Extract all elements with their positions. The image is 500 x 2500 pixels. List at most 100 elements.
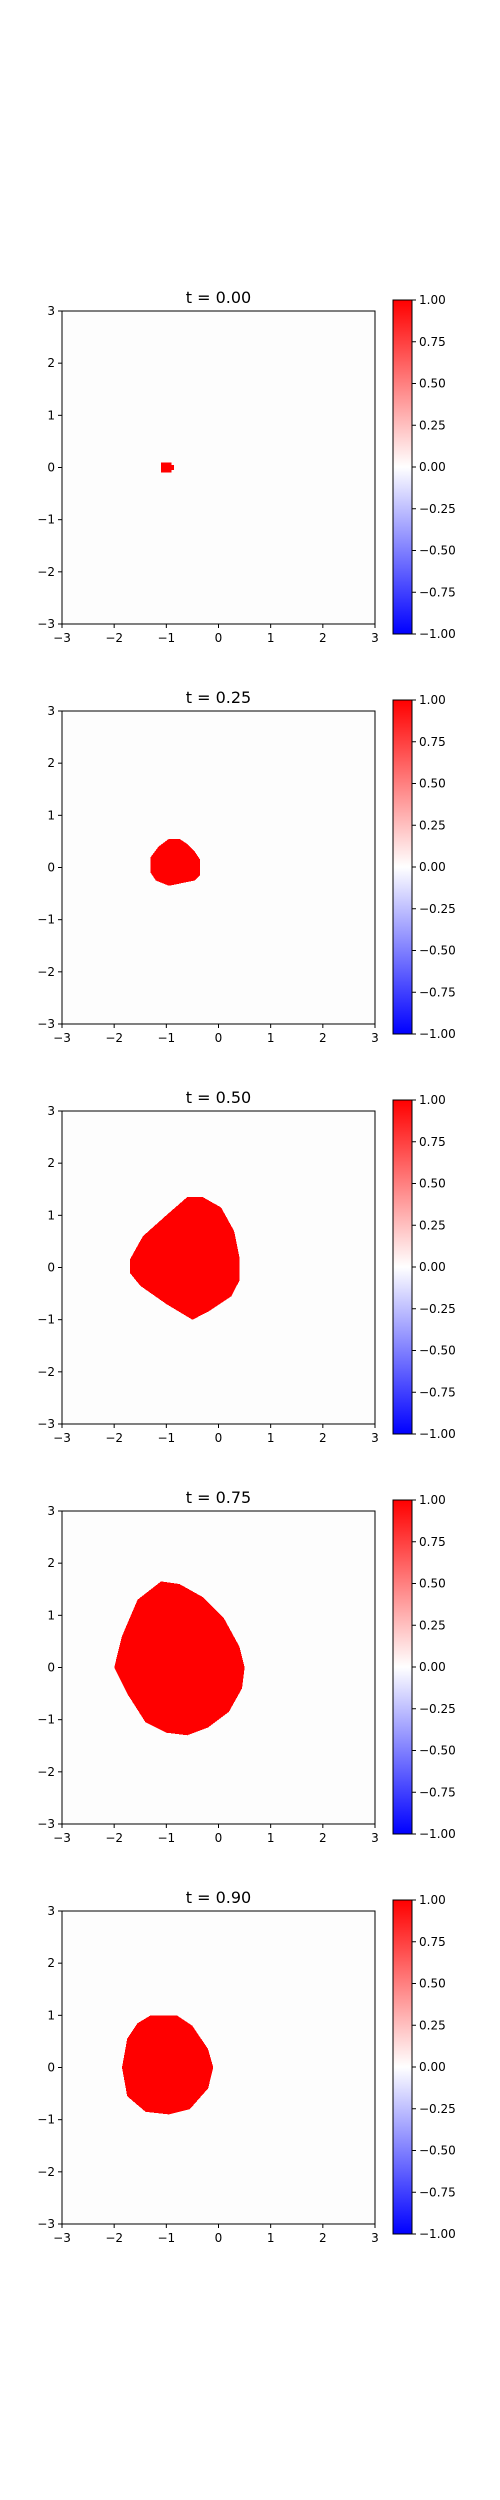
- colorbar-tick-label: −0.50: [419, 1344, 456, 1358]
- colorbar-tick-label: 0.25: [419, 1618, 446, 1632]
- y-tick-label: −1: [37, 913, 55, 927]
- y-tick-label: −3: [37, 1417, 55, 1431]
- plot-area: [62, 711, 375, 1024]
- y-tick-label: 2: [47, 756, 55, 770]
- colorbar-tick-label: 0.00: [419, 1660, 446, 1674]
- colorbar-tick-label: 0.50: [419, 1177, 446, 1191]
- panel-title: t = 0.25: [186, 688, 251, 707]
- colorbar-tick-label: −0.50: [419, 1744, 456, 1758]
- colorbar-tick-label: −1.00: [419, 2227, 456, 2241]
- colorbar-tick-label: −0.75: [419, 1785, 456, 1799]
- y-tick-label: 2: [47, 356, 55, 370]
- x-tick-label: 1: [267, 2231, 275, 2245]
- panel-title: t = 0.90: [186, 1888, 251, 1907]
- colorbar-tick-label: −1.00: [419, 1427, 456, 1441]
- y-tick-label: 1: [47, 1608, 55, 1622]
- x-tick-label: 0: [215, 2231, 223, 2245]
- colorbar-tick-label: 0.25: [419, 418, 446, 432]
- colorbar-tick-label: −0.25: [419, 502, 456, 516]
- colorbar-tick-label: −0.50: [419, 2144, 456, 2158]
- y-tick-label: −3: [37, 617, 55, 631]
- colorbar-tick-label: 1.00: [419, 1093, 446, 1107]
- x-tick-label: −1: [157, 1431, 175, 1445]
- y-tick-label: −2: [37, 565, 55, 579]
- y-tick-label: −2: [37, 965, 55, 979]
- colorbar-tick-label: 0.00: [419, 860, 446, 874]
- y-tick-label: 0: [47, 2061, 55, 2075]
- colorbar-tick-label: −0.25: [419, 902, 456, 916]
- colorbar-tick-label: −0.25: [419, 1702, 456, 1716]
- x-tick-label: −3: [53, 631, 71, 645]
- colorbar-tick-label: −0.75: [419, 985, 456, 999]
- colorbar-tick-label: −1.00: [419, 1027, 456, 1041]
- y-tick-label: −1: [37, 2113, 55, 2127]
- x-tick-label: −1: [157, 1831, 175, 1845]
- colorbar-tick-label: 0.75: [419, 1135, 446, 1149]
- colorbar-tick-label: 0.75: [419, 735, 446, 749]
- x-tick-label: 2: [319, 631, 327, 645]
- x-tick-label: 1: [267, 1031, 275, 1045]
- colorbar-tick-label: 0.50: [419, 1577, 446, 1591]
- colorbar-tick-label: −0.25: [419, 2102, 456, 2116]
- colorbar-tick-label: 0.75: [419, 335, 446, 349]
- colorbar-tick-label: −1.00: [419, 1827, 456, 1841]
- colorbar: [392, 299, 413, 635]
- x-tick-label: 2: [319, 1031, 327, 1045]
- red-region: [129, 1197, 240, 1320]
- colorbar-tick-label: 0.00: [419, 2060, 446, 2074]
- x-tick-label: 3: [371, 1831, 379, 1845]
- colorbar-tick-label: 0.50: [419, 1977, 446, 1991]
- y-tick-label: 0: [47, 1661, 55, 1675]
- colorbar: [392, 1099, 413, 1435]
- red-region: [122, 2015, 214, 2115]
- colorbar-tick-label: 0.25: [419, 1218, 446, 1232]
- colorbar-tick-label: −0.50: [419, 544, 456, 558]
- y-tick-label: −3: [37, 2217, 55, 2231]
- colorbar: [392, 1899, 413, 2235]
- y-tick-label: 2: [47, 1156, 55, 1170]
- y-tick-label: −2: [37, 1765, 55, 1779]
- x-tick-label: 0: [215, 1031, 223, 1045]
- y-tick-label: 3: [47, 704, 55, 718]
- panel-1: t = 0.25 −3 −2 −1 0 1 2 3 −3 −2 −1 0 1 2 3 −1.00 −0.75 −0…: [37, 688, 455, 1045]
- red-region: [161, 462, 175, 473]
- y-tick-label: −2: [37, 1365, 55, 1379]
- panel-title: t = 0.75: [186, 1488, 251, 1507]
- panel-title: t = 0.50: [186, 1088, 251, 1107]
- y-tick-label: 2: [47, 1556, 55, 1570]
- y-tick-label: 3: [47, 1904, 55, 1918]
- colorbar-tick-label: −0.75: [419, 585, 456, 599]
- x-tick-label: −2: [105, 1831, 123, 1845]
- y-tick-label: −1: [37, 1313, 55, 1327]
- panel-3: t = 0.75 −3 −2 −1 0 1 2 3 −3 −2 −1 0 1 2 3 −1.00 −0.75 −0…: [37, 1488, 455, 1845]
- y-tick-label: −1: [37, 513, 55, 527]
- x-tick-label: −3: [53, 2231, 71, 2245]
- y-tick-label: 2: [47, 1956, 55, 1970]
- x-tick-label: 2: [319, 2231, 327, 2245]
- x-tick-label: 0: [215, 1831, 223, 1845]
- y-tick-label: −3: [37, 1817, 55, 1831]
- colorbar: [392, 699, 413, 1035]
- colorbar-tick-label: 0.75: [419, 1535, 446, 1549]
- x-tick-label: 3: [371, 1431, 379, 1445]
- x-tick-label: 3: [371, 2231, 379, 2245]
- y-tick-label: −1: [37, 1713, 55, 1727]
- colorbar-tick-label: 1.00: [419, 693, 446, 707]
- x-tick-label: 1: [267, 1831, 275, 1845]
- y-tick-label: 0: [47, 1261, 55, 1275]
- x-tick-label: −2: [105, 2231, 123, 2245]
- colorbar-tick-label: 0.50: [419, 777, 446, 791]
- panel-4: t = 0.90 −3 −2 −1 0 1 2 3 −3 −2 −1 0 1 2 3 −1.00 −0.75 −0…: [37, 1888, 455, 2245]
- y-tick-label: 0: [47, 861, 55, 875]
- colorbar-tick-label: 1.00: [419, 1493, 446, 1507]
- x-tick-label: −3: [53, 1031, 71, 1045]
- y-tick-label: 1: [47, 808, 55, 822]
- y-tick-label: 1: [47, 2008, 55, 2022]
- y-tick-label: −2: [37, 2165, 55, 2179]
- x-tick-label: 2: [319, 1831, 327, 1845]
- y-tick-label: 3: [47, 1504, 55, 1518]
- panel-title: t = 0.00: [186, 288, 251, 307]
- x-tick-label: 3: [371, 1031, 379, 1045]
- colorbar: [392, 1499, 413, 1835]
